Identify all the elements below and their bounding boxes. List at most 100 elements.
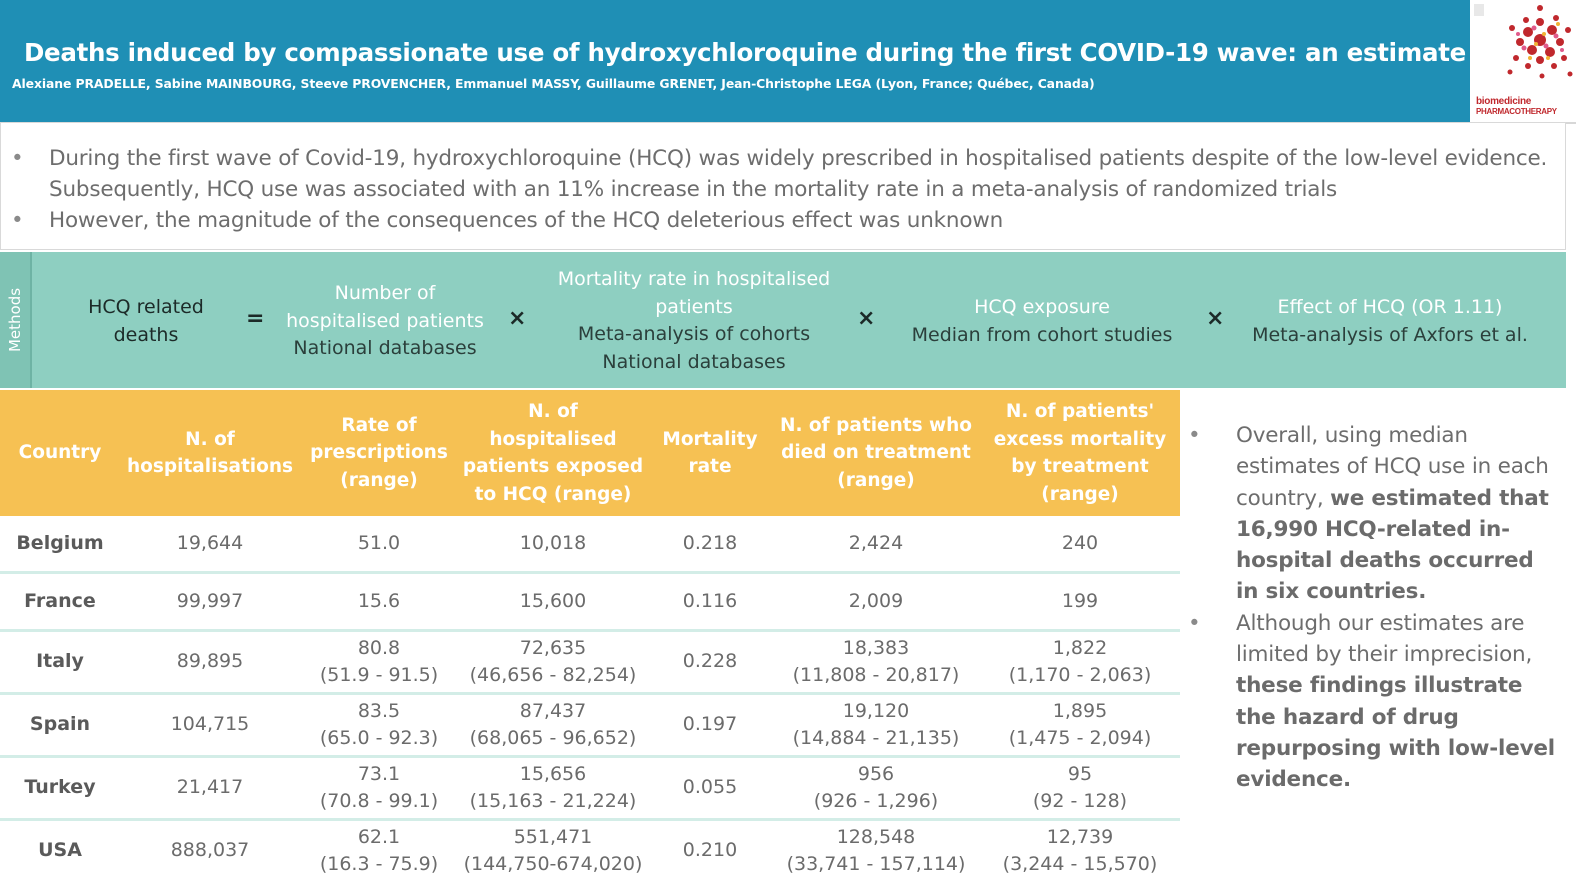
- methods-label: Methods: [6, 287, 24, 353]
- cell-hospitalisations-value: 888,037: [170, 839, 250, 862]
- cell-exposed-value: 72,635: [519, 636, 587, 659]
- conclusion-highlight: we estimated that 16,990 HCQ-related in-…: [1236, 485, 1549, 605]
- cell-exposed: 15,656 (15,163 - 21,224): [458, 755, 648, 820]
- cell-country: France: [0, 571, 120, 631]
- header-hospitalisations: N. of hospitalisations: [120, 390, 300, 516]
- cell-died: 2,009: [772, 571, 980, 631]
- factor-title: Mortality rate in hospitalised patients: [557, 268, 831, 318]
- cell-excess-range: (1,475 - 2,094): [1008, 727, 1152, 749]
- header-country: Country: [0, 390, 120, 516]
- cell-hospitalisations-value: 21,417: [176, 776, 244, 799]
- cell-rate: 80.8 (51.9 - 91.5): [300, 629, 458, 694]
- cell-country-value: France: [24, 589, 96, 612]
- cell-exposed: 87,437 (68,065 - 96,652): [458, 692, 648, 757]
- cell-excess-value: 240: [1061, 531, 1099, 554]
- table-row: Turkey 21,417 73.1 (70.8 - 99.1) 15,656 (15,1…: [0, 755, 1180, 820]
- cell-excess: 12,739 (3,244 - 15,570): [980, 818, 1180, 881]
- conclusion-text: Although our estimates are limited by th…: [1236, 610, 1533, 668]
- logo-line2: PHARMACOTHERAPY: [1476, 107, 1557, 116]
- cell-rate: 73.1 (70.8 - 99.1): [300, 755, 458, 820]
- cell-died-value: 956: [857, 762, 895, 785]
- cell-died-value: 2,009: [848, 589, 904, 612]
- cell-hospitalisations: 99,997: [120, 571, 300, 631]
- cell-exposed-value: 10,018: [519, 531, 587, 554]
- cell-exposed-value: 87,437: [519, 699, 587, 722]
- cell-hospitalisations: 888,037: [120, 818, 300, 881]
- cell-exposed-range: (68,065 - 96,652): [469, 727, 637, 749]
- equals-sign: =: [246, 306, 265, 331]
- cell-mortality-value: 0.228: [682, 650, 738, 673]
- cell-hospitalisations-value: 19,644: [176, 531, 244, 554]
- cell-died-range: (33,741 - 157,114): [786, 853, 966, 875]
- cell-country: Spain: [0, 692, 120, 757]
- cell-country-value: Spain: [29, 713, 91, 736]
- intro-bullet: During the first wave of Covid-19, hydro…: [11, 143, 1551, 205]
- cell-country-value: Belgium: [16, 531, 104, 554]
- cell-country: Turkey: [0, 755, 120, 820]
- cell-mortality-value: 0.055: [682, 776, 738, 799]
- cell-rate-range: (51.9 - 91.5): [319, 664, 439, 686]
- cell-hospitalisations: 89,895: [120, 629, 300, 694]
- cell-mortality: 0.218: [648, 516, 772, 573]
- cell-excess-range: (1,170 - 2,063): [1008, 664, 1152, 686]
- cell-excess: 240: [980, 516, 1180, 573]
- cell-excess: 1,822 (1,170 - 2,063): [980, 629, 1180, 694]
- methods-factor-mortality: Mortality rate in hospitalised patients …: [545, 266, 843, 376]
- conclusion-panel: Overall, using median estimates of HCQ u…: [1188, 420, 1558, 796]
- table-row: Italy 89,895 80.8 (51.9 - 91.5) 72,635 (46,65…: [0, 629, 1180, 694]
- cell-died-value: 18,383: [842, 636, 910, 659]
- cell-country: USA: [0, 818, 120, 881]
- cell-died-range: (14,884 - 21,135): [792, 727, 960, 749]
- cell-hospitalisations: 19,644: [120, 516, 300, 573]
- intro-panel: During the first wave of Covid-19, hydro…: [0, 122, 1566, 250]
- cell-mortality-value: 0.218: [682, 531, 738, 554]
- methods-band: Methods HCQ related deaths = Number of h…: [0, 252, 1566, 388]
- table-header-row: Country N. of hospitalisations Rate of p…: [0, 390, 1180, 516]
- cell-mortality-value: 0.210: [682, 839, 738, 862]
- cell-died: 18,383 (11,808 - 20,817): [772, 629, 980, 694]
- cell-excess-range: (92 - 128): [1032, 790, 1128, 812]
- cell-excess-range: (3,244 - 15,570): [1002, 853, 1158, 875]
- cell-exposed: 551,471 (144,750-674,020): [458, 818, 648, 881]
- conclusion-highlight: these findings illustrate the hazard of …: [1236, 673, 1555, 793]
- methods-factor-hospitalised: Number of hospitalised patients National…: [280, 280, 490, 363]
- cell-rate-value: 51.0: [357, 531, 401, 554]
- cell-rate-range: (70.8 - 99.1): [319, 790, 439, 812]
- cell-rate: 83.5 (65.0 - 92.3): [300, 692, 458, 757]
- cell-exposed-range: (15,163 - 21,224): [469, 790, 637, 812]
- intro-bullets: During the first wave of Covid-19, hydro…: [11, 143, 1551, 236]
- factor-source: Meta-analysis of cohorts National databa…: [577, 323, 811, 373]
- cell-excess-value: 1,895: [1052, 699, 1108, 722]
- cell-died: 2,424: [772, 516, 980, 573]
- results-table-container: Country N. of hospitalisations Rate of p…: [0, 390, 1180, 881]
- conclusion-text: Overall, using median estimates of HCQ u…: [1236, 423, 1549, 511]
- cell-rate: 15.6: [300, 571, 458, 631]
- conclusion-bullets: Overall, using median estimates of HCQ u…: [1188, 420, 1558, 796]
- cell-died-range: (11,808 - 20,817): [792, 664, 960, 686]
- header-banner: Deaths induced by compassionate use of h…: [0, 0, 1470, 122]
- factor-title: Effect of HCQ (OR 1.11): [1277, 296, 1503, 318]
- cell-mortality-value: 0.197: [682, 713, 738, 736]
- logo-line1: biomedicine: [1476, 96, 1532, 107]
- table-row: France 99,997 15.6 15,600 0.116 2,009 199: [0, 571, 1180, 631]
- header-excess: N. of patients' excess mortality by trea…: [980, 390, 1180, 516]
- factor-title: Number of hospitalised patients: [286, 282, 484, 332]
- cell-country-value: USA: [38, 839, 82, 862]
- conclusion-bullet: Overall, using median estimates of HCQ u…: [1188, 420, 1558, 608]
- cell-died-value: 128,548: [836, 825, 916, 848]
- table-row: USA 888,037 62.1 (16.3 - 75.9) 551,471 (144,7…: [0, 818, 1180, 881]
- results-table: Country N. of hospitalisations Rate of p…: [0, 390, 1180, 881]
- cell-exposed-range: (46,656 - 82,254): [469, 664, 637, 686]
- intro-bullet: However, the magnitude of the consequenc…: [11, 205, 1551, 236]
- header-rate: Rate of prescriptions (range): [300, 390, 458, 516]
- times-sign: ×: [508, 306, 527, 331]
- times-sign: ×: [1206, 306, 1225, 331]
- cell-mortality: 0.055: [648, 755, 772, 820]
- cell-mortality-value: 0.116: [682, 589, 738, 612]
- cell-rate: 62.1 (16.3 - 75.9): [300, 818, 458, 881]
- cell-died: 19,120 (14,884 - 21,135): [772, 692, 980, 757]
- header-died: N. of patients who died on treatment (ra…: [772, 390, 980, 516]
- cell-died-range: (926 - 1,296): [813, 790, 939, 812]
- cell-hospitalisations-value: 89,895: [176, 650, 244, 673]
- cell-mortality: 0.197: [648, 692, 772, 757]
